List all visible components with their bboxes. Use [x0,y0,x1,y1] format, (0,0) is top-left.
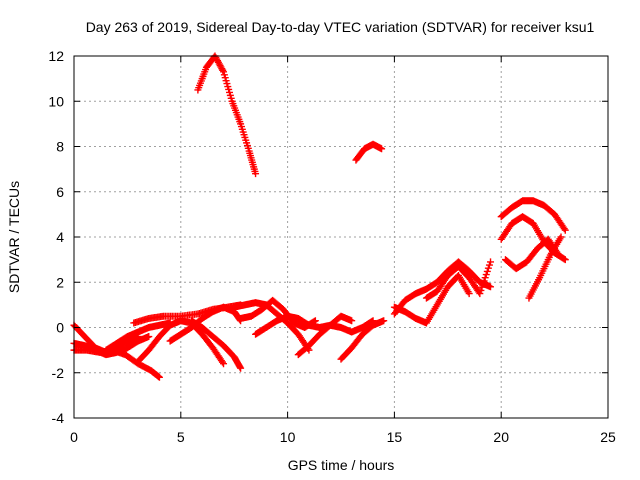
y-tick-label: 6 [56,184,64,200]
data-point [479,280,487,288]
y-tick-label: 10 [48,93,64,109]
y-tick-label: 12 [48,48,64,64]
data-point [481,274,489,282]
x-tick-label: 5 [177,429,185,445]
x-tick-label: 10 [280,429,296,445]
x-tick-label: 0 [70,429,78,445]
data-point [482,271,490,279]
x-axis-label: GPS time / hours [288,457,395,473]
data-point [378,145,386,153]
data-point [561,256,569,264]
data-point [155,373,163,381]
chart-title: Day 263 of 2019, Sidereal Day-to-day VTE… [86,19,595,35]
data-point [483,267,491,275]
x-tick-label: 25 [600,429,616,445]
data-points [70,52,569,381]
data-point [561,226,569,234]
axis-ticks [73,55,609,419]
data-point [484,264,492,272]
y-tick-label: -2 [52,365,65,381]
data-point [220,360,228,368]
data-point [348,317,356,325]
data-point [311,317,319,325]
data-point [560,225,568,233]
data-point [480,277,488,285]
data-point [219,66,227,74]
y-tick-label: -4 [52,410,65,426]
data-point [476,290,484,298]
data-point [557,233,565,241]
x-tick-label: 20 [493,429,509,445]
x-tick-label: 15 [387,429,403,445]
y-tick-labels: -4 -2 0 2 4 6 8 10 12 [48,48,64,426]
x-tick-labels: 0 5 10 15 20 25 [70,429,616,445]
data-point [477,286,485,294]
grid [74,56,608,418]
data-point [478,283,486,291]
data-point [487,258,495,266]
data-point [218,358,226,366]
y-axis-label: SDTVAR / TECUs [6,181,22,293]
data-point [465,290,473,298]
y-tick-label: 2 [56,274,64,290]
data-point [252,170,260,178]
data-point [487,283,495,291]
data-point [237,364,245,372]
data-point [145,333,153,341]
y-tick-label: 8 [56,139,64,155]
data-point [554,250,562,258]
y-tick-label: 4 [56,229,64,245]
data-point [555,251,563,259]
data-point [380,317,388,325]
data-point [485,261,493,269]
y-tick-label: 0 [56,320,64,336]
